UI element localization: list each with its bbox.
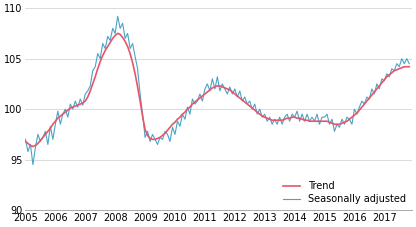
Seasonally adjusted (374, 82, 379, 85)
Trend (407, 65, 412, 68)
Seasonally adjusted (295, 110, 300, 113)
Seasonally adjusted (349, 123, 354, 126)
Seasonally adjusted (23, 138, 28, 141)
Seasonally adjusted (115, 15, 120, 18)
Seasonally adjusted (369, 88, 374, 90)
Trend (369, 94, 374, 96)
Trend (30, 145, 35, 148)
Line: Trend: Trend (25, 33, 409, 146)
Trend (374, 88, 379, 90)
Trend (23, 140, 28, 143)
Trend (212, 86, 217, 88)
Line: Seasonally adjusted: Seasonally adjusted (25, 16, 409, 165)
Seasonally adjusted (212, 88, 217, 90)
Trend (399, 66, 404, 69)
Trend (115, 32, 120, 35)
Seasonally adjusted (30, 163, 35, 166)
Trend (349, 116, 354, 118)
Legend: Trend, Seasonally adjusted: Trend, Seasonally adjusted (279, 178, 410, 208)
Seasonally adjusted (399, 57, 404, 60)
Seasonally adjusted (407, 62, 412, 65)
Trend (295, 117, 300, 120)
